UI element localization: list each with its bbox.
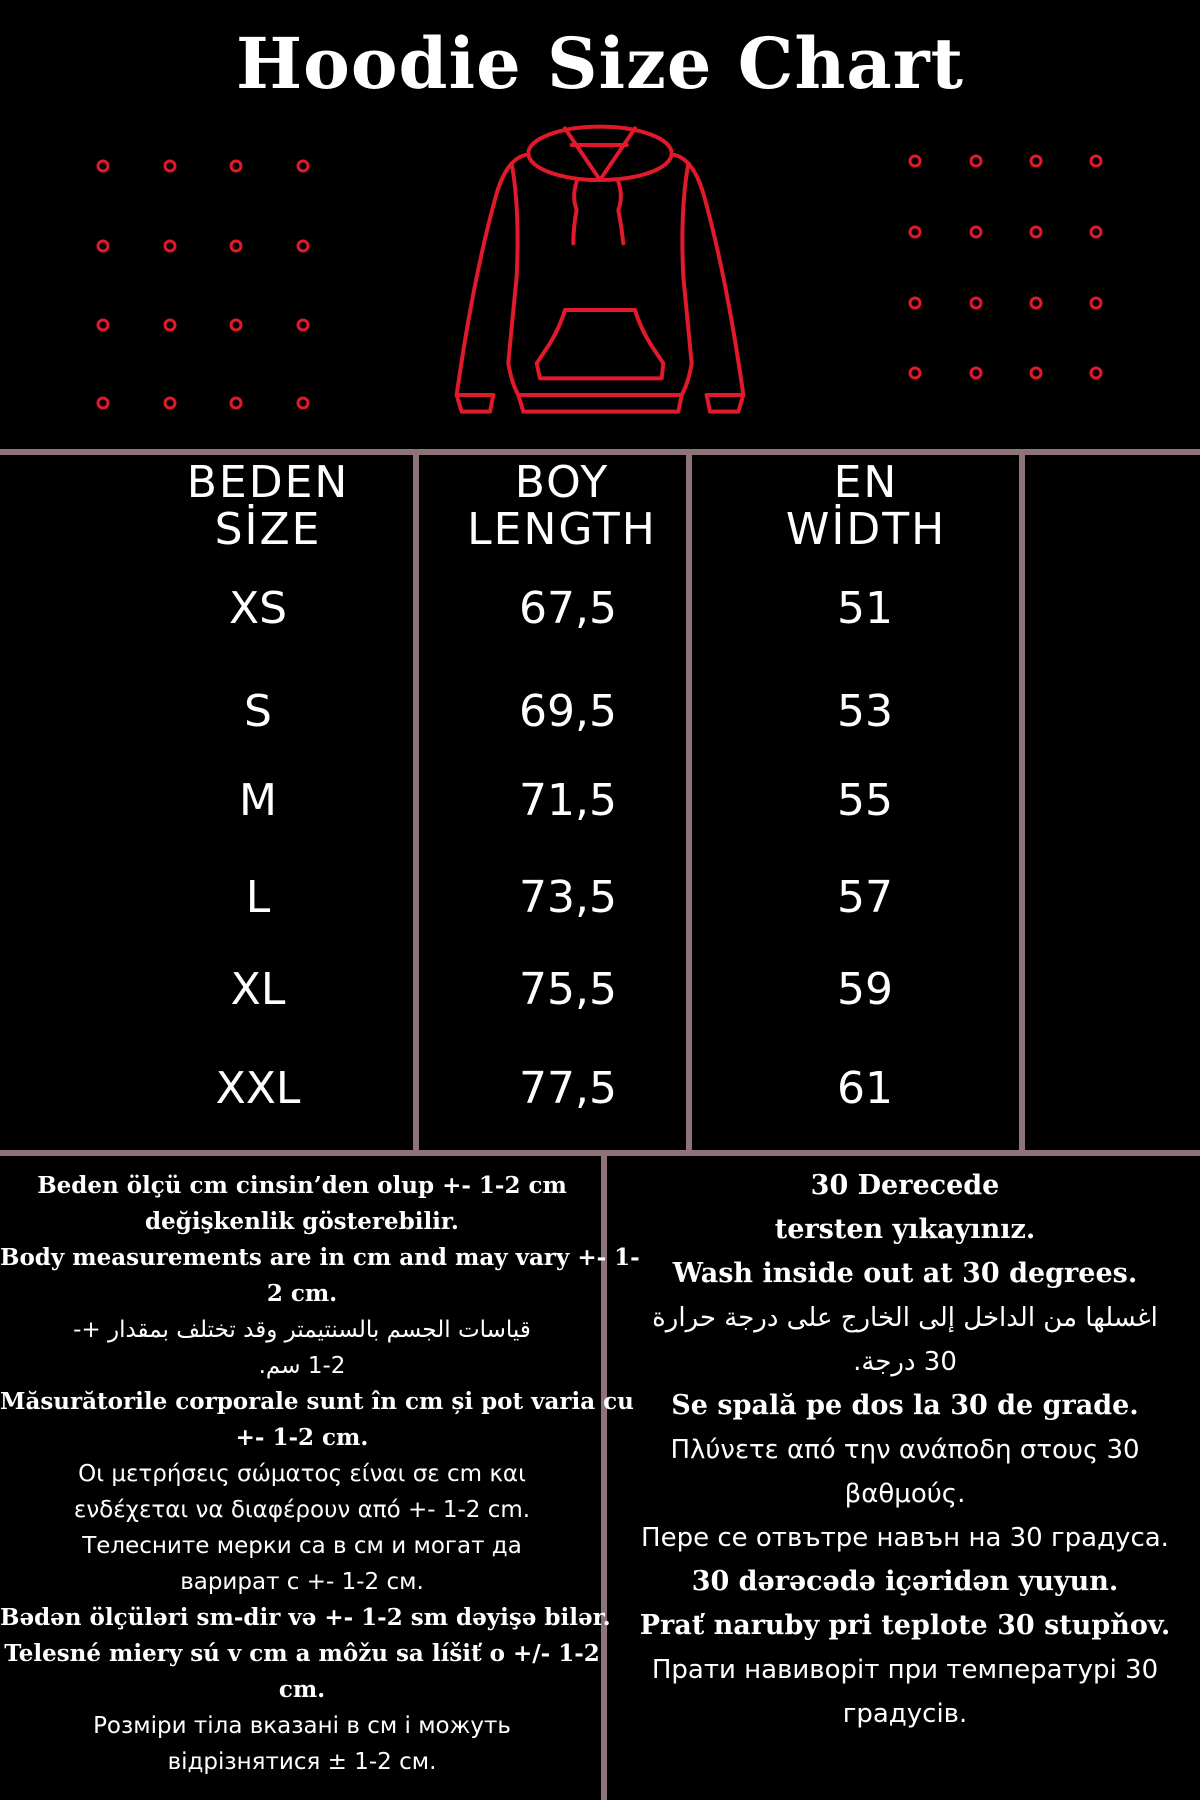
dot-icon: [969, 225, 983, 239]
dot-icon: [1029, 225, 1043, 239]
note-line: 30 Derecede: [810, 1170, 1000, 1201]
note-line: Se spală pe dos la 30 de grade.: [671, 1390, 1139, 1421]
note-line: Телесните мерки са в см и могат да: [82, 1533, 522, 1559]
note-line: βαθμούς.: [844, 1479, 966, 1509]
dot-icon: [163, 239, 177, 253]
column-divider: [1019, 452, 1025, 1152]
dot-icon: [1029, 366, 1043, 380]
dot-icon: [96, 239, 110, 253]
note-line: варират с +- 1-2 см.: [180, 1569, 424, 1595]
header-width-en: WİDTH: [785, 504, 947, 555]
note-line: Οι μετρήσεις σώματος είναι σε cm και: [78, 1461, 526, 1487]
note-line: відрізнятися ± 1-2 см.: [167, 1749, 437, 1775]
note-line: tersten yıkayınız.: [774, 1214, 1036, 1245]
header-width-tr: EN: [833, 457, 899, 508]
dot-icon: [96, 159, 110, 173]
cell-width: 55: [837, 775, 893, 826]
note-line: Telesné miery sú v cm a môžu sa líšiť o …: [4, 1640, 600, 1667]
cell-size: XXL: [215, 1063, 301, 1114]
dot-icon: [1089, 225, 1103, 239]
dot-icon: [1029, 296, 1043, 310]
dot-icon: [163, 396, 177, 410]
column-divider: [413, 452, 419, 1152]
dot-icon: [908, 154, 922, 168]
dot-icon: [908, 225, 922, 239]
dot-icon: [163, 318, 177, 332]
cell-width: 59: [837, 964, 893, 1015]
note-line: Măsurătorile corporale sunt în cm și pot…: [0, 1388, 634, 1415]
dot-icon: [96, 396, 110, 410]
table-top-border: [0, 449, 1200, 455]
header-size-tr: BEDEN: [186, 457, 350, 508]
note-line: Prať naruby pri teplote 30 stupňov.: [639, 1610, 1171, 1641]
column-divider: [686, 452, 692, 1152]
cell-size: L: [245, 872, 271, 923]
cell-width: 51: [837, 583, 893, 634]
dot-icon: [969, 154, 983, 168]
cell-length: 73,5: [519, 872, 617, 923]
dot-icon: [969, 296, 983, 310]
note-line: градусів.: [842, 1699, 968, 1729]
dot-icon: [1089, 296, 1103, 310]
cell-length: 77,5: [519, 1063, 617, 1114]
cell-length: 71,5: [519, 775, 617, 826]
note-line: ενδέχεται να διαφέρουν από +- 1-2 cm.: [73, 1497, 531, 1523]
cell-width: 57: [837, 872, 893, 923]
dot-icon: [96, 318, 110, 332]
cell-size: XS: [228, 583, 288, 634]
note-line: 30 dərəcədə içəridən yuyun.: [691, 1566, 1119, 1597]
dot-icon: [1089, 366, 1103, 380]
cell-length: 69,5: [519, 686, 617, 737]
table-bottom-border: [0, 1150, 1200, 1156]
notes-washing: 30 Derecede tersten yıkayınız. Wash insi…: [610, 1164, 1200, 1736]
cell-width: 53: [837, 686, 893, 737]
notes-divider: [601, 1153, 607, 1800]
dot-icon: [969, 366, 983, 380]
note-line: Розміри тіла вказані в см і можуть: [93, 1713, 511, 1739]
cell-width: 61: [837, 1063, 893, 1114]
header-size-en: SİZE: [214, 504, 322, 555]
header-length-en: LENGTH: [467, 504, 657, 555]
dot-icon: [296, 396, 310, 410]
cell-length: 67,5: [519, 583, 617, 634]
note-line: cm.: [278, 1676, 326, 1703]
note-line: Πλύνετε από την ανάποδη στους 30: [670, 1435, 1140, 1465]
note-line: 2 cm.: [266, 1280, 338, 1307]
dot-icon: [296, 318, 310, 332]
header-size: BEDEN SİZE: [187, 459, 350, 553]
hoodie-icon: [454, 124, 746, 414]
cell-size: M: [239, 775, 277, 826]
dot-icon: [1089, 154, 1103, 168]
note-line: Bədən ölçüləri sm-dir və +- 1-2 sm dəyiş…: [0, 1604, 611, 1631]
note-line: Wash inside out at 30 degrees.: [672, 1258, 1138, 1289]
note-line: Прати навиворіт при температурі 30: [651, 1655, 1159, 1685]
note-line: اغسلها من الداخل إلى الخارج على درجة حرا…: [652, 1303, 1158, 1333]
cell-length: 75,5: [519, 964, 617, 1015]
dot-icon: [229, 318, 243, 332]
header-width: EN WİDTH: [786, 459, 946, 553]
dot-icon: [1029, 154, 1043, 168]
notes-measurements: Beden ölçü cm cinsin’den olup +- 1-2 cm …: [0, 1168, 640, 1780]
note-line: قياسات الجسم بالسنتيمتر وقد تختلف بمقدار…: [73, 1317, 531, 1343]
dot-icon: [908, 296, 922, 310]
note-line: +- 1-2 cm.: [235, 1424, 369, 1451]
note-line: Body measurements are in cm and may vary…: [0, 1244, 640, 1271]
dot-icon: [296, 159, 310, 173]
note-line: değişkenlik gösterebilir.: [145, 1208, 459, 1235]
dot-icon: [296, 239, 310, 253]
cell-size: S: [244, 686, 272, 737]
dot-icon: [163, 159, 177, 173]
note-line: Пере се отвътре навън на 30 градуса.: [641, 1523, 1169, 1553]
dot-icon: [908, 366, 922, 380]
dot-icon: [229, 396, 243, 410]
page-title: Hoodie Size Chart: [236, 22, 964, 105]
dot-icon: [229, 159, 243, 173]
note-line: 1-2 سم.: [258, 1353, 346, 1379]
note-line: 30 درجة.: [853, 1347, 957, 1377]
header-length-tr: BOY: [514, 457, 610, 508]
dot-icon: [229, 239, 243, 253]
header-length: BOY LENGTH: [467, 459, 657, 553]
cell-size: XL: [230, 964, 286, 1015]
note-line: Beden ölçü cm cinsin’den olup +- 1-2 cm: [37, 1172, 567, 1199]
